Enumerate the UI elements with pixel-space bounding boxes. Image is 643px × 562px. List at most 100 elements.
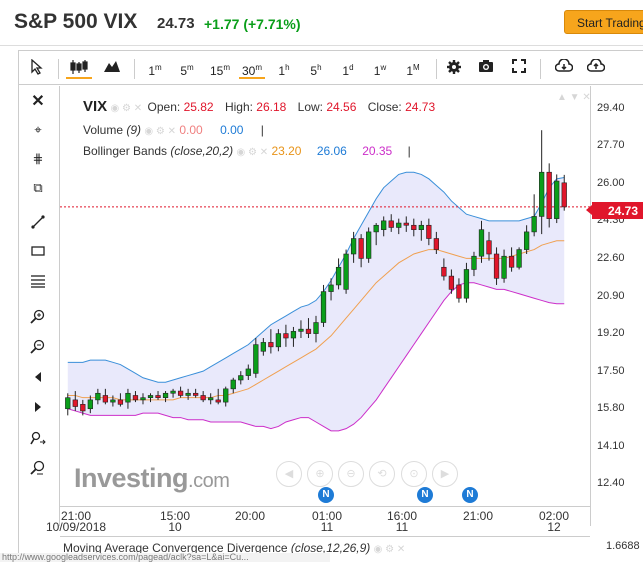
- news-badge-icon[interactable]: N: [417, 487, 433, 503]
- nav-zoom-out-icon[interactable]: ⊖: [338, 461, 364, 487]
- last-price: 24.73: [157, 15, 195, 32]
- candles-icon[interactable]: [66, 59, 92, 79]
- candle-body: [223, 388, 229, 403]
- candle-body: [463, 269, 470, 299]
- interval-5h[interactable]: 5h: [310, 63, 322, 78]
- candle-body: [539, 171, 545, 217]
- candle-body: [65, 397, 71, 410]
- candle-body: [147, 395, 154, 398]
- candle-body: [162, 392, 169, 398]
- candle-body: [238, 375, 244, 381]
- pane-controls-icon[interactable]: ▲ ▼ ✕: [557, 92, 591, 103]
- interval-15m[interactable]: 15m: [209, 63, 231, 78]
- y-tick: 17.50: [597, 365, 625, 377]
- news-badge-icon[interactable]: N: [462, 487, 478, 503]
- quote-header: S&P 500 VIX 24.73 +1.77 (+7.71%) Start T…: [0, 0, 643, 46]
- volume-separator: |: [260, 123, 264, 137]
- investing-logo: Investing.com: [74, 463, 230, 493]
- interval-1M[interactable]: 1M: [406, 63, 420, 78]
- cursor-icon[interactable]: [28, 58, 46, 79]
- interval-1m[interactable]: 1m: [148, 63, 162, 78]
- mountain-icon[interactable]: [102, 59, 122, 79]
- nav-reset-icon[interactable]: ⟲: [369, 461, 395, 487]
- trendline-icon[interactable]: [28, 214, 48, 234]
- candle-body: [132, 395, 139, 401]
- bb-lower-value: 20.35: [362, 144, 393, 158]
- copy-icon[interactable]: ⧉: [33, 180, 43, 195]
- candle-body: [350, 238, 357, 255]
- scroll-right-icon[interactable]: [28, 399, 48, 419]
- candle-body: [471, 255, 477, 270]
- nav-right-icon[interactable]: ▶: [432, 461, 458, 487]
- candle-body: [245, 368, 251, 376]
- candle-body: [493, 253, 500, 279]
- magnet-icon[interactable]: ⋕: [32, 151, 44, 166]
- bb-param: (close,20,2): [170, 144, 234, 158]
- candle-body: [561, 182, 567, 208]
- zoom-out-icon[interactable]: [28, 339, 48, 359]
- camera-icon[interactable]: [476, 59, 496, 79]
- candle-body: [396, 222, 402, 228]
- candle-body: [230, 379, 236, 390]
- crosshair-icon[interactable]: ⌖: [34, 122, 42, 137]
- candle-body: [170, 390, 176, 394]
- gear-icon[interactable]: [444, 59, 464, 79]
- candle-body: [501, 255, 507, 279]
- candle-body: [125, 392, 131, 403]
- zoom-in-icon[interactable]: [28, 309, 48, 329]
- candle-body: [366, 231, 372, 259]
- y-tick: 29.40: [597, 102, 625, 114]
- scroll-left-icon[interactable]: [28, 369, 48, 389]
- interval-5m[interactable]: 5m: [180, 63, 194, 78]
- measure-icon[interactable]: [28, 430, 48, 450]
- candle-body: [305, 328, 312, 334]
- macd-controls-icon[interactable]: ◉ ⚙ ✕: [373, 544, 406, 555]
- close-label: Close:: [367, 100, 402, 114]
- close-value: 24.73: [405, 100, 436, 114]
- candle-body: [358, 238, 364, 259]
- bollinger-lower-line: [67, 282, 565, 432]
- news-badge-icon[interactable]: N: [318, 487, 334, 503]
- volume-legend: Volume (9) ◉ ⚙ ✕ 0.00 0.00 |: [83, 123, 264, 137]
- instrument-title: S&P 500 VIX: [14, 10, 138, 33]
- fibonacci-icon[interactable]: [28, 274, 48, 294]
- candle-body: [110, 399, 116, 403]
- candle-body: [72, 399, 78, 407]
- fullscreen-icon[interactable]: [509, 59, 529, 79]
- time-axis[interactable]: 21:00 10/09/2018 15:00 10 20:00 01:00 11 16…: [46, 506, 590, 536]
- price-chart[interactable]: [60, 86, 590, 506]
- y-tick: 20.90: [597, 290, 625, 302]
- volume-controls-icon[interactable]: ◉ ⚙ ✕: [144, 126, 177, 137]
- interval-1w[interactable]: 1w: [373, 63, 387, 78]
- candle-body: [328, 284, 334, 292]
- chart-frame: [18, 50, 643, 562]
- candle-body: [208, 397, 214, 401]
- candle-body: [373, 224, 379, 233]
- nav-measure-icon[interactable]: ⊙: [401, 461, 427, 487]
- candle-body: [448, 275, 455, 290]
- interval-1h[interactable]: 1h: [278, 63, 290, 78]
- close-icon[interactable]: ✕: [31, 93, 45, 110]
- start-trading-button[interactable]: Start Trading: [564, 10, 643, 34]
- y-tick: 22.60: [597, 252, 625, 264]
- bollinger-legend: Bollinger Bands (close,20,2) ◉ ⚙ ✕ 23.20…: [83, 144, 411, 158]
- rectangle-icon[interactable]: [28, 244, 48, 264]
- volume-value-1: 0.00: [179, 123, 203, 137]
- interval-1d[interactable]: 1d: [342, 63, 354, 78]
- x-tick: 02:00 12: [538, 509, 570, 534]
- bb-controls-icon[interactable]: ◉ ⚙ ✕: [236, 147, 269, 158]
- volume-param: (9): [126, 123, 142, 137]
- legend-controls-icon[interactable]: ◉ ⚙ ✕: [110, 103, 143, 114]
- macd-legend: Moving Average Convergence Divergence (c…: [60, 536, 590, 562]
- zoom-reset-icon[interactable]: [28, 460, 48, 480]
- candle-body: [155, 395, 161, 398]
- cloud-download-icon[interactable]: [554, 58, 574, 79]
- open-value: 25.82: [183, 100, 214, 114]
- nav-left-icon[interactable]: ◀: [276, 461, 302, 487]
- nav-zoom-in-icon[interactable]: ⊕: [307, 461, 333, 487]
- interval-30m[interactable]: 30m: [239, 59, 265, 79]
- macd-value: 1.6688: [606, 540, 640, 552]
- cloud-upload-icon[interactable]: [586, 58, 606, 79]
- x-tick: 01:00 11: [311, 509, 343, 534]
- price-axis[interactable]: 29.40 27.70 26.00 24.30 22.60 20.90 19.2…: [590, 86, 643, 526]
